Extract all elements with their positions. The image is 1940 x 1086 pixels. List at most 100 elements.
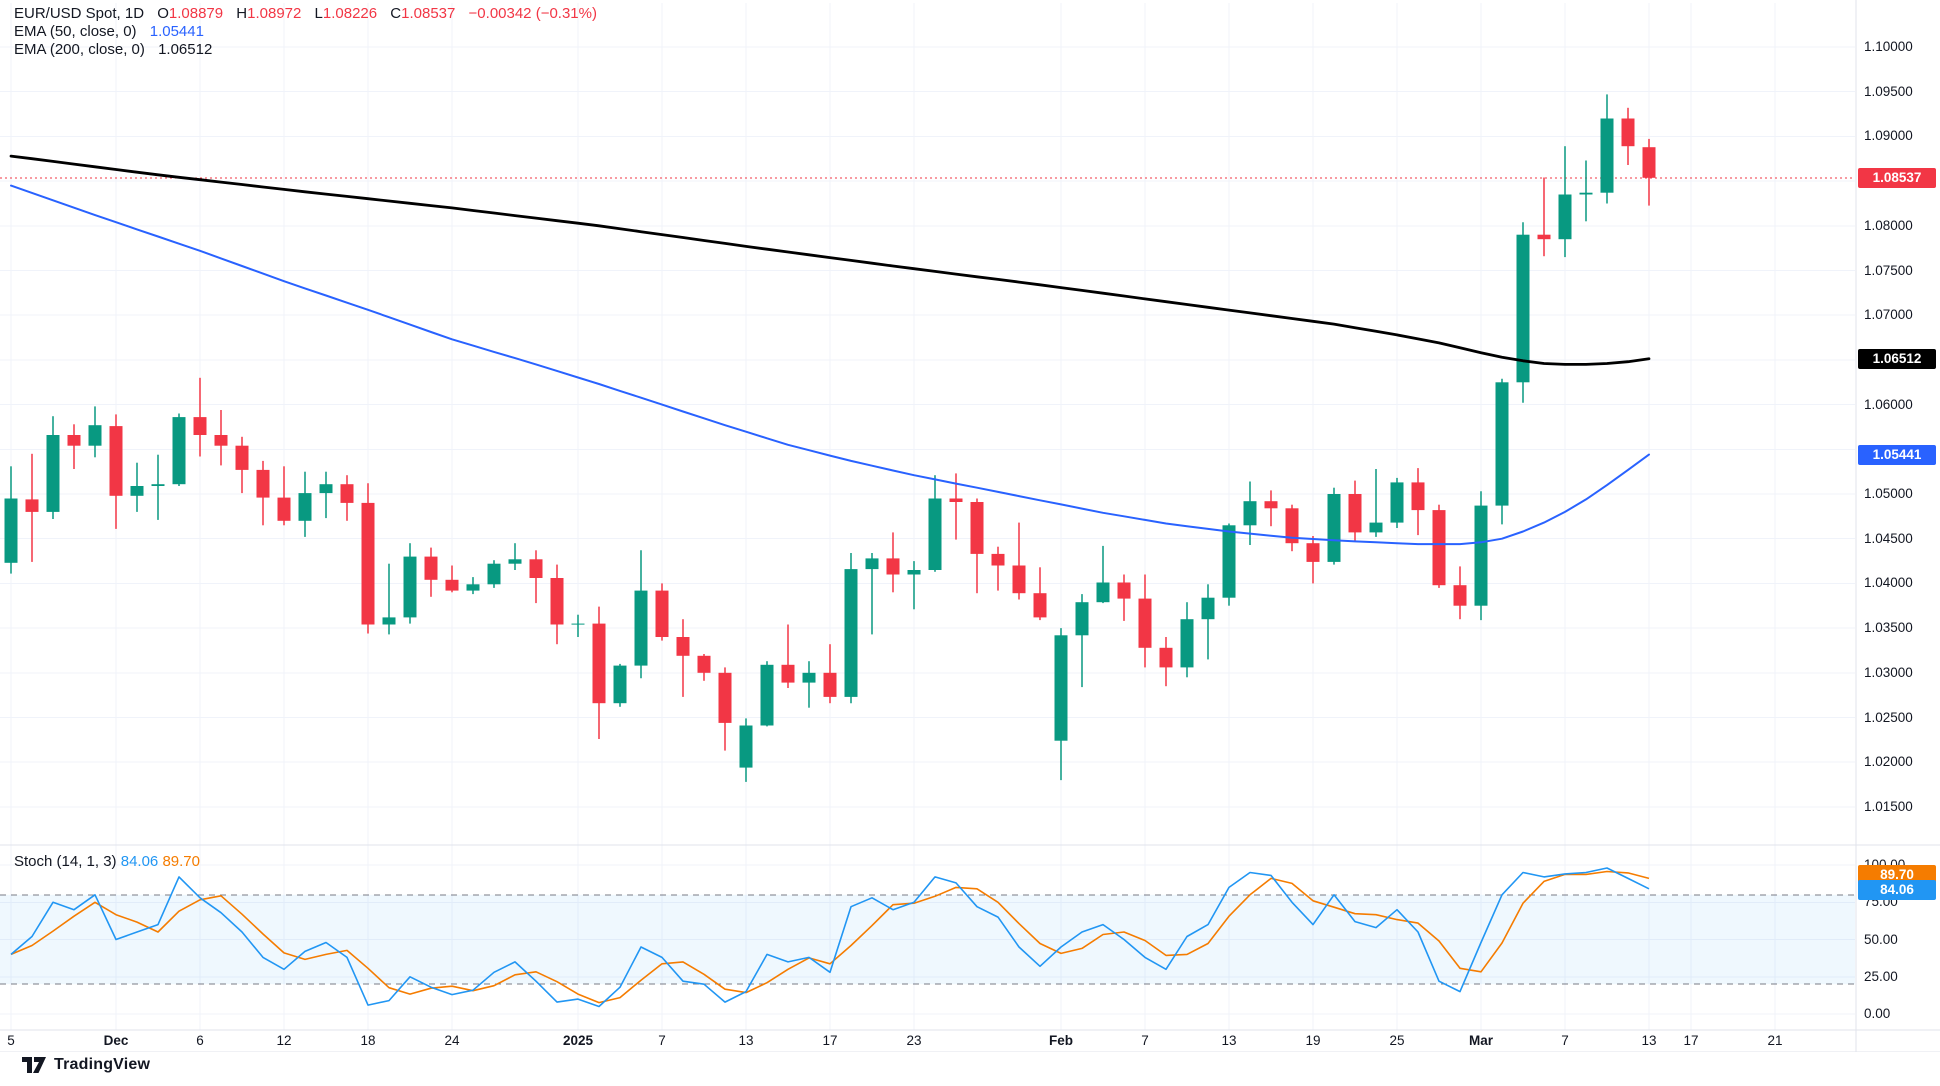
price-tick-label[interactable]: 1.09000 xyxy=(1864,128,1913,144)
candle-body xyxy=(1621,118,1635,147)
candle-body xyxy=(424,556,438,580)
price-tick-label[interactable]: 1.09500 xyxy=(1864,83,1913,99)
chart-canvas[interactable] xyxy=(0,0,1940,1052)
candle-body xyxy=(1159,647,1173,668)
price-tick-label[interactable]: 1.07000 xyxy=(1864,307,1913,323)
time-tick-label[interactable]: 19 xyxy=(1305,1033,1321,1048)
stoch-tick-label[interactable]: 25.00 xyxy=(1864,968,1898,984)
time-tick-label[interactable]: 25 xyxy=(1389,1033,1405,1048)
time-tick-label[interactable]: 13 xyxy=(1641,1033,1657,1048)
candle-body xyxy=(172,417,186,485)
candle-body xyxy=(508,559,522,564)
stoch-tick-label[interactable]: 50.00 xyxy=(1864,931,1898,947)
candle-body xyxy=(802,672,816,683)
candle-body xyxy=(46,435,60,512)
candle-body xyxy=(1579,192,1593,195)
stoch-d-line xyxy=(10,870,1650,1004)
price-tick-label[interactable]: 1.03000 xyxy=(1864,664,1913,680)
candle-body xyxy=(718,672,732,723)
price-tick-label[interactable]: 1.03500 xyxy=(1864,620,1913,636)
tradingview-wordmark[interactable]: TradingView xyxy=(54,1056,151,1073)
candle-body xyxy=(1327,494,1341,562)
candle-body xyxy=(235,445,249,470)
candle-body xyxy=(1180,619,1194,668)
time-tick-label[interactable]: 7 xyxy=(658,1033,666,1048)
candle-body xyxy=(970,502,984,554)
time-tick-label[interactable]: 7 xyxy=(1141,1033,1149,1048)
candle-body xyxy=(592,623,606,704)
candle-body xyxy=(466,584,480,591)
price-tick-label[interactable]: 1.08000 xyxy=(1864,217,1913,233)
price-tick-label[interactable]: 1.05000 xyxy=(1864,486,1913,501)
candle-body xyxy=(865,558,879,570)
candle-body xyxy=(1075,602,1089,636)
time-tick-label[interactable]: 5 xyxy=(7,1033,15,1048)
time-tick-label[interactable]: 23 xyxy=(906,1033,922,1048)
time-tick-label[interactable]: 17 xyxy=(822,1033,838,1048)
time-tick-label[interactable]: Mar xyxy=(1468,1033,1494,1048)
candle-body xyxy=(88,425,102,446)
legend-row-ema200[interactable]: EMA (200, close, 0) 1.06512 xyxy=(14,41,597,58)
candle-body xyxy=(1264,501,1278,509)
time-tick-label[interactable]: 12 xyxy=(276,1033,292,1048)
time-tick-label[interactable]: 13 xyxy=(1221,1033,1237,1048)
candle-body xyxy=(193,417,207,435)
stoch-label: Stoch (14, 1, 3) xyxy=(14,853,117,870)
open-value: 1.08879 xyxy=(168,5,224,22)
candle-body xyxy=(676,637,690,656)
candle-body xyxy=(529,559,543,578)
candle-body xyxy=(1516,234,1530,383)
change-value: −0.00342 (−0.31%) xyxy=(468,5,597,22)
candle-body xyxy=(151,484,165,486)
open-prefix: O xyxy=(157,5,169,22)
candle-body xyxy=(403,556,417,618)
time-tick-label[interactable]: 17 xyxy=(1683,1033,1699,1048)
candle-body xyxy=(277,497,291,521)
tradingview-logo-icon[interactable] xyxy=(22,1056,46,1074)
price-tick-label[interactable]: 1.06000 xyxy=(1864,396,1913,412)
legend-row-symbol[interactable]: EUR/USD Spot, 1D O1.08879 H1.08972 L1.08… xyxy=(14,5,597,22)
price-tick-label[interactable]: 1.01500 xyxy=(1864,798,1913,814)
high-prefix: H xyxy=(236,5,248,22)
time-tick-label[interactable]: Dec xyxy=(103,1033,129,1048)
candle-body xyxy=(1348,494,1362,533)
time-tick-label[interactable]: 6 xyxy=(196,1033,204,1048)
stoch-legend[interactable]: Stoch (14, 1, 3) 84.06 89.70 xyxy=(14,853,200,870)
symbol-legend: EUR/USD Spot, 1D O1.08879 H1.08972 L1.08… xyxy=(14,5,597,59)
candle-body xyxy=(823,672,837,697)
price-tick-label[interactable]: 1.04500 xyxy=(1864,530,1913,546)
price-tick-label[interactable]: 1.07500 xyxy=(1864,262,1913,278)
symbol-title[interactable]: EUR/USD Spot, 1D xyxy=(14,5,145,22)
candle-body xyxy=(634,590,648,666)
stoch-d-value: 89.70 xyxy=(162,853,200,870)
price-tick-label[interactable]: 1.02000 xyxy=(1864,754,1913,770)
time-tick-label[interactable]: 2025 xyxy=(562,1033,594,1048)
close-prefix: C xyxy=(390,5,402,22)
stoch-tick-label[interactable]: 0.00 xyxy=(1864,1006,1891,1021)
stoch-k-value: 84.06 xyxy=(120,853,159,870)
candle-body xyxy=(760,664,774,726)
stoch-axis-badge: 84.06 xyxy=(1858,879,1936,900)
time-tick-label[interactable]: 21 xyxy=(1767,1033,1783,1048)
time-tick-label[interactable]: 7 xyxy=(1561,1033,1569,1048)
legend-row-ema50[interactable]: EMA (50, close, 0) 1.05441 xyxy=(14,23,597,40)
candle-body xyxy=(1222,525,1236,598)
candle-body xyxy=(1642,147,1656,178)
candle-body xyxy=(361,502,375,625)
footer: TradingView xyxy=(22,1056,150,1074)
time-tick-label[interactable]: 13 xyxy=(738,1033,754,1048)
time-tick-label[interactable]: 24 xyxy=(444,1033,460,1048)
price-tick-label[interactable]: 1.02500 xyxy=(1864,709,1913,725)
candle-body xyxy=(1474,505,1488,606)
time-tick-label[interactable]: Feb xyxy=(1048,1033,1074,1048)
candle-body xyxy=(1600,118,1614,193)
price-tick-label[interactable]: 1.10000 xyxy=(1864,39,1913,54)
high-value: 1.08972 xyxy=(247,5,302,22)
price-tick-label[interactable]: 1.04000 xyxy=(1864,575,1913,591)
candle-body xyxy=(1138,598,1152,648)
candle-body xyxy=(382,617,396,625)
candle-body xyxy=(697,655,711,673)
candle-body xyxy=(1285,508,1299,544)
time-tick-label[interactable]: 18 xyxy=(360,1033,376,1048)
stoch-band xyxy=(0,894,1855,985)
